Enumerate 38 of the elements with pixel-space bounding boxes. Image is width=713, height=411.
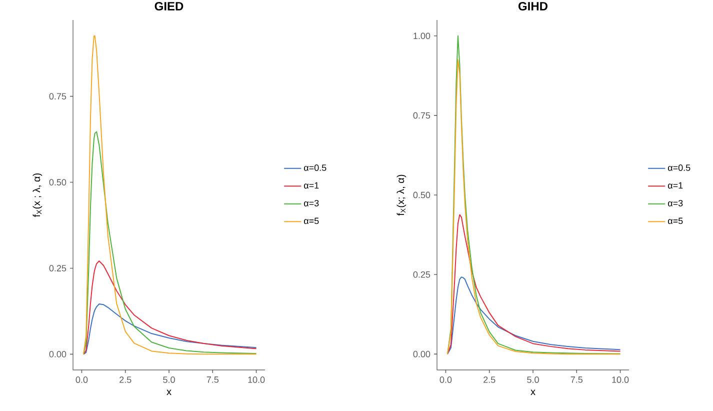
x-tick-label: 5.0 bbox=[527, 376, 539, 383]
x-tick-label: 2.5 bbox=[484, 376, 496, 383]
y-tick-label: 0.25 bbox=[49, 265, 66, 272]
x-tick-label: 2.5 bbox=[120, 376, 132, 383]
x-tick-label: 7.5 bbox=[206, 376, 219, 383]
chart-title: GIHD bbox=[518, 2, 548, 10]
legend-label: α=5 bbox=[668, 218, 683, 224]
x-tick-label: 5.0 bbox=[163, 376, 175, 383]
y-tick-label: 0.25 bbox=[413, 271, 430, 278]
y-tick-label: 0.75 bbox=[49, 93, 66, 100]
line-series bbox=[446, 214, 621, 355]
y-tick-label: 0.50 bbox=[413, 192, 430, 198]
y-tick-label: 0.00 bbox=[413, 350, 430, 358]
legend-label: α=3 bbox=[668, 200, 683, 206]
x-tick-label: 10.0 bbox=[612, 376, 629, 383]
y-tick-label: 1.00 bbox=[414, 32, 430, 40]
legend-label: α=1 bbox=[668, 182, 683, 189]
line-series bbox=[82, 131, 257, 355]
legend-label: α=0.5 bbox=[304, 164, 326, 171]
y-tick-label: 0.50 bbox=[49, 179, 66, 186]
legend-label: α=0.5 bbox=[668, 164, 690, 171]
y-axis-title: f$_{X}$(x; λ, α) bbox=[396, 174, 406, 216]
x-axis-title: x bbox=[166, 390, 172, 396]
legend-label: α=1 bbox=[304, 182, 319, 189]
x-tick-label: 7.5 bbox=[570, 376, 583, 383]
x-tick-label: 0.0 bbox=[76, 376, 88, 383]
x-tick-label: 0.0 bbox=[440, 376, 452, 383]
chart-title: GIED bbox=[154, 2, 184, 10]
legend-label: α=5 bbox=[304, 218, 319, 224]
line-series bbox=[82, 260, 257, 355]
legend-label: α=3 bbox=[304, 200, 319, 206]
line-series bbox=[446, 276, 621, 355]
y-tick-label: 0.00 bbox=[49, 350, 66, 358]
x-tick-label: 10.0 bbox=[248, 376, 265, 383]
y-axis-title: f$_{X}$(x ; λ, α) bbox=[32, 173, 42, 217]
line-series bbox=[82, 303, 257, 355]
y-tick-label: 0.75 bbox=[413, 112, 430, 119]
x-axis-title: x bbox=[530, 390, 536, 396]
